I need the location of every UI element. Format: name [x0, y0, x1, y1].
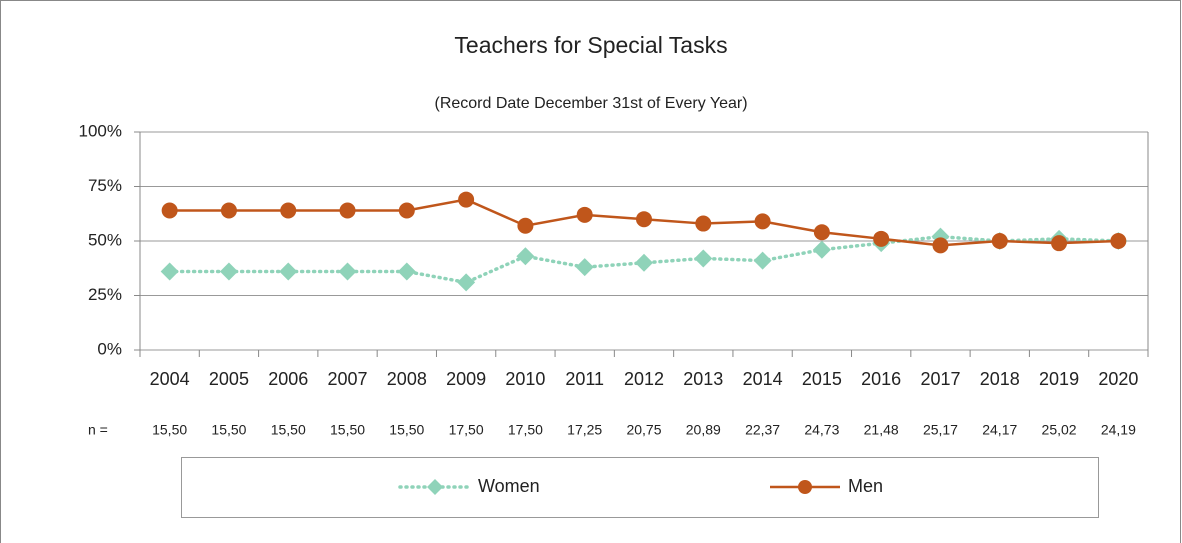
- n-value: 21,48: [864, 422, 899, 438]
- data-point: [873, 230, 890, 247]
- data-point: [280, 202, 297, 219]
- x-tick-label: 2014: [743, 369, 783, 389]
- n-value: 20,75: [626, 422, 661, 438]
- n-value: 15,50: [330, 422, 365, 438]
- n-value: 24,19: [1101, 422, 1136, 438]
- n-value: 25,02: [1042, 422, 1077, 438]
- n-value: 15,50: [211, 422, 246, 438]
- x-tick-label: 2004: [150, 369, 190, 389]
- n-value: 17,25: [567, 422, 602, 438]
- data-point: [220, 202, 237, 219]
- x-tick-label: 2011: [565, 369, 604, 389]
- y-tick-label: 0%: [97, 339, 122, 358]
- n-value: 17,50: [508, 422, 543, 438]
- x-tick-label: 2009: [446, 369, 486, 389]
- data-point: [1110, 233, 1127, 249]
- legend-label: Women: [478, 476, 540, 496]
- data-point: [1051, 235, 1068, 252]
- n-value: 20,89: [686, 422, 721, 438]
- data-point: [576, 206, 593, 223]
- data-point: [813, 224, 830, 241]
- x-tick-label: 2018: [980, 369, 1020, 389]
- data-point: [753, 251, 772, 270]
- legend-label: Men: [848, 476, 883, 496]
- chart-subtitle: (Record Date December 31st of Every Year…: [434, 95, 747, 112]
- data-point: [991, 233, 1008, 249]
- n-value: 22,37: [745, 422, 780, 438]
- data-point: [339, 202, 356, 219]
- y-tick-label: 100%: [79, 121, 122, 140]
- x-tick-label: 2013: [683, 369, 723, 389]
- x-tick-label: 2006: [268, 369, 308, 389]
- data-point: [636, 211, 652, 228]
- x-tick-label: 2019: [1039, 369, 1079, 389]
- n-value: 15,50: [152, 422, 187, 438]
- n-value: 25,17: [923, 422, 958, 438]
- y-tick-label: 75%: [88, 176, 122, 195]
- y-tick-label: 50%: [88, 230, 122, 249]
- data-point: [397, 262, 416, 281]
- n-value: 15,50: [271, 422, 306, 438]
- legend-box: [181, 457, 1099, 518]
- data-point: [932, 237, 949, 254]
- n-value: 24,73: [804, 422, 839, 438]
- legend-marker: [427, 479, 443, 495]
- data-point: [398, 202, 415, 219]
- x-tick-label: 2005: [209, 369, 249, 389]
- n-value: 17,50: [449, 422, 484, 438]
- x-tick-label: 2012: [624, 369, 664, 389]
- data-point: [338, 262, 357, 281]
- data-point: [635, 253, 653, 272]
- n-label: n =: [88, 422, 108, 438]
- data-point: [161, 202, 178, 219]
- data-point: [575, 258, 594, 277]
- data-point: [754, 213, 771, 230]
- n-value: 24,17: [982, 422, 1017, 438]
- data-point: [516, 247, 535, 266]
- x-tick-label: 2008: [387, 369, 427, 389]
- data-point: [219, 262, 238, 281]
- x-tick-label: 2017: [920, 369, 960, 389]
- data-point: [695, 215, 712, 232]
- y-tick-label: 25%: [88, 285, 122, 304]
- data-point: [812, 240, 831, 259]
- chart-title: Teachers for Special Tasks: [454, 32, 727, 58]
- x-tick-label: 2010: [505, 369, 545, 389]
- legend-marker: [798, 480, 812, 494]
- n-value: 15,50: [389, 422, 424, 438]
- x-tick-label: 2020: [1098, 369, 1138, 389]
- data-point: [160, 262, 179, 281]
- data-point: [279, 262, 298, 281]
- data-point: [517, 217, 534, 234]
- data-point: [458, 191, 475, 208]
- x-tick-label: 2015: [802, 369, 842, 389]
- data-point: [694, 249, 713, 268]
- data-point: [457, 273, 476, 292]
- x-tick-label: 2016: [861, 369, 901, 389]
- x-tick-label: 2007: [328, 369, 368, 389]
